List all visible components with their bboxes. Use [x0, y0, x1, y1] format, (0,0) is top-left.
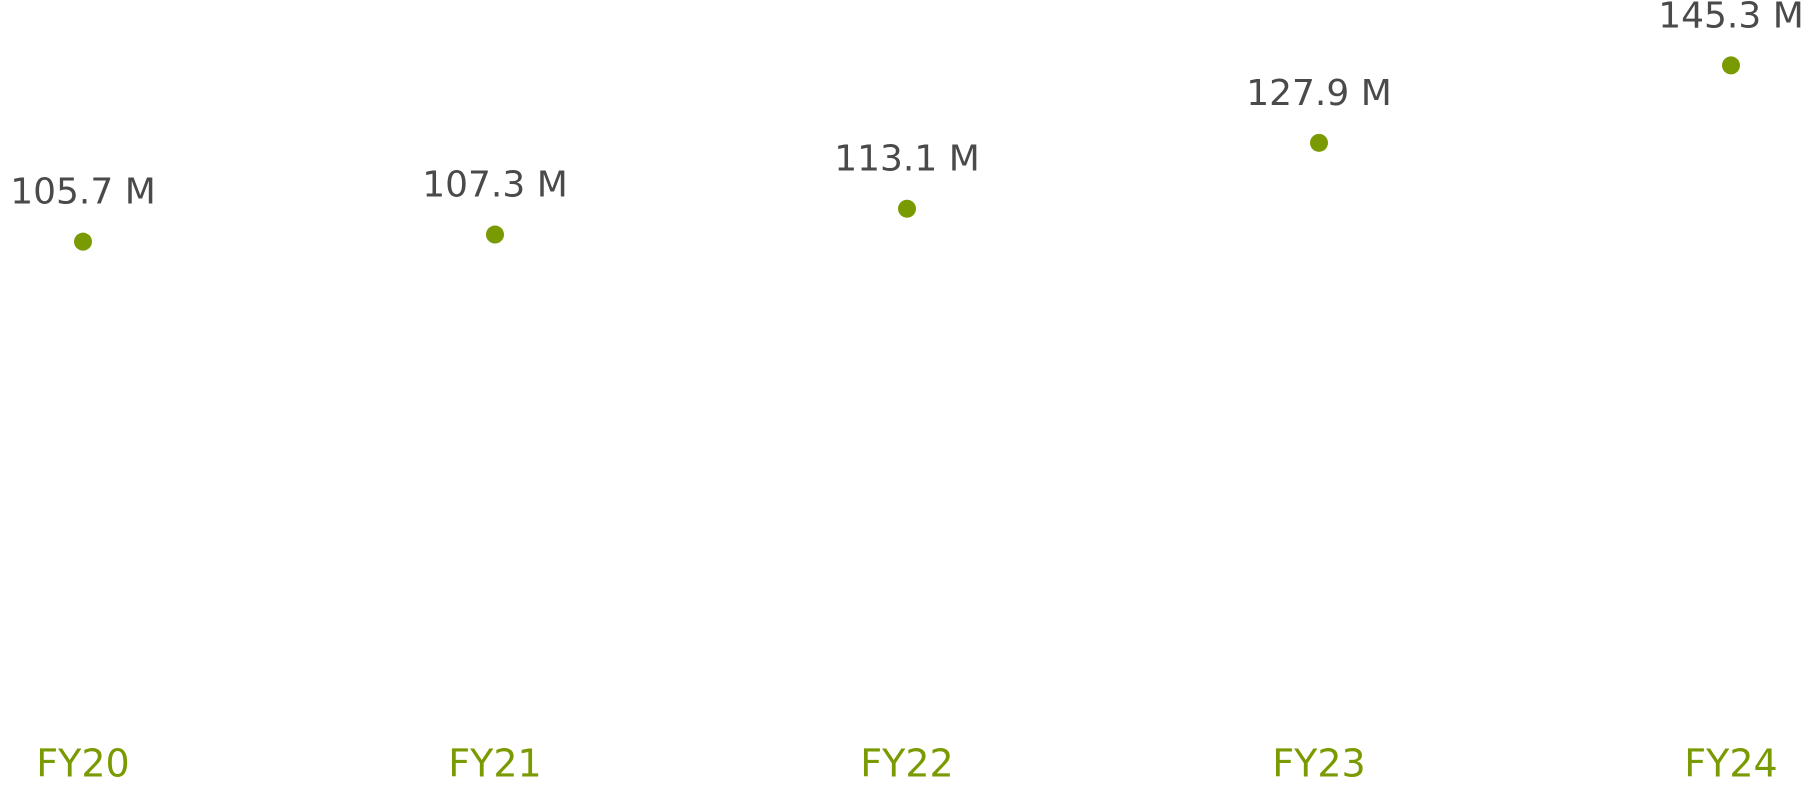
x-tick-label: FY22: [860, 742, 953, 785]
point: [74, 232, 92, 251]
x-tick-label: FY20: [36, 742, 129, 785]
point: [1722, 56, 1740, 75]
data-label: 107.3 M: [422, 165, 568, 206]
point: [898, 199, 916, 218]
point: [1310, 133, 1328, 152]
data-label: 145.3 M: [1658, 0, 1804, 36]
data-label: 113.1 M: [834, 139, 980, 180]
x-tick-label: FY21: [448, 742, 541, 785]
point: [486, 225, 504, 244]
x-tick-label: FY23: [1272, 742, 1365, 785]
x-tick-label: FY24: [1684, 742, 1777, 785]
data-label: 127.9 M: [1246, 73, 1392, 114]
data-label: 105.7 M: [10, 172, 156, 213]
